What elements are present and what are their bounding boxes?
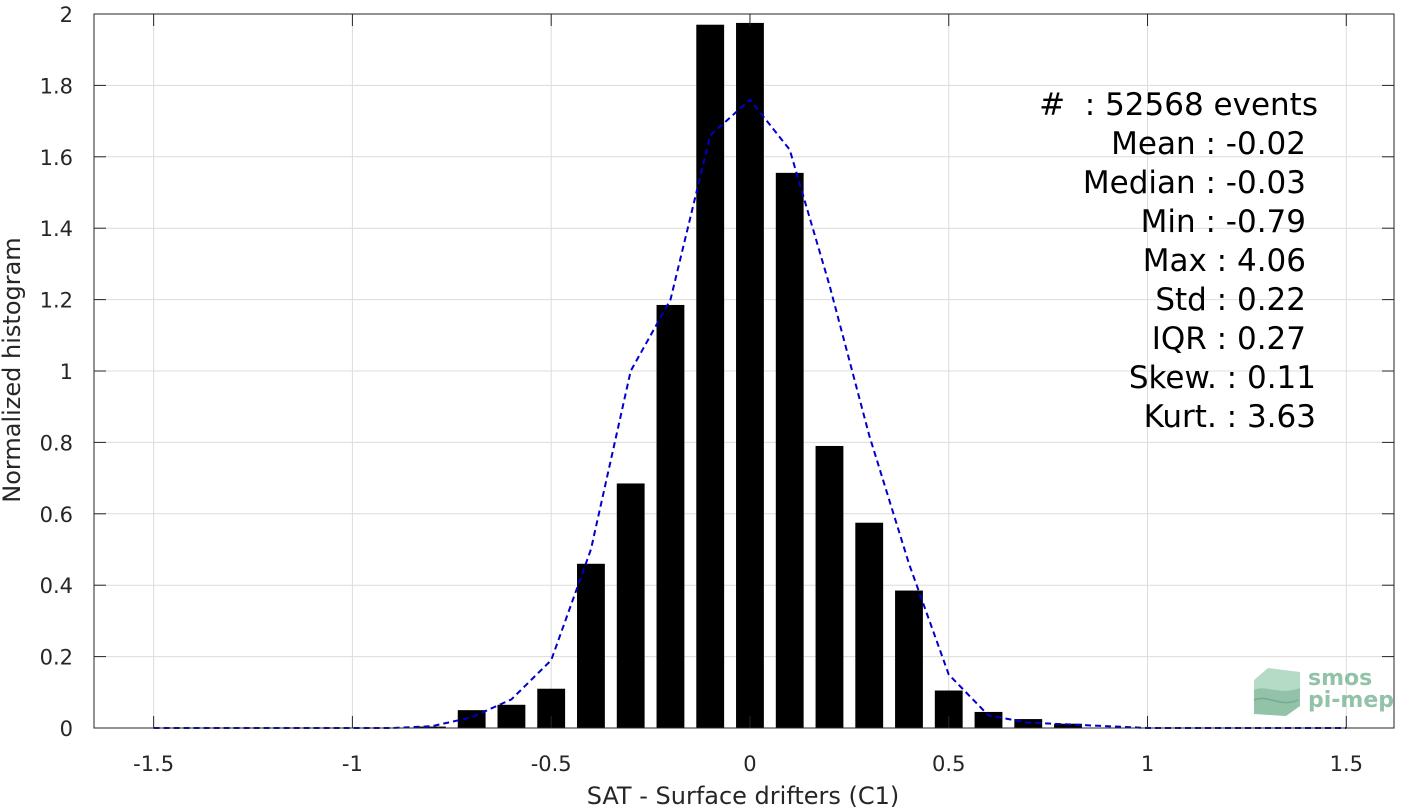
histogram-bar [974, 711, 1003, 728]
histogram-bar [656, 304, 685, 728]
histogram-bar [457, 710, 486, 728]
histogram-bar [855, 522, 884, 728]
stat-max: Max : 4.06 [1143, 243, 1306, 279]
x-axis-title: SAT - Surface drifters (C1) [587, 782, 900, 809]
histogram-bar [577, 563, 605, 728]
stat-min: Min : -0.79 [1141, 204, 1306, 240]
bars [418, 22, 1082, 729]
histogram-bar [616, 483, 645, 728]
y-tick-label: 0.2 [40, 646, 73, 670]
x-tick-labels: -1.5 -1 -0.5 0 0.5 1 1.5 [133, 752, 1363, 776]
y-tick-label: 0.8 [40, 431, 73, 455]
y-tick-label: 1.2 [40, 289, 73, 313]
stat-skew: Skew. : 0.11 [1129, 360, 1316, 396]
y-tick-label: 0.4 [40, 574, 73, 598]
x-tick-label: 1.5 [1330, 752, 1363, 776]
y-tick-label: 2 [60, 3, 73, 27]
logo-text-smos: smos [1308, 666, 1372, 691]
x-tick-label: -1.5 [133, 752, 174, 776]
x-tick-label: 0.5 [932, 752, 965, 776]
y-tick-label: 1.6 [40, 146, 73, 170]
histogram-bar [696, 24, 725, 728]
y-tick-label: 0.6 [40, 503, 73, 527]
y-tick-label: 0 [60, 717, 73, 741]
y-axis-title: Normalized histogram [0, 237, 26, 502]
histogram-bar [895, 590, 923, 728]
y-tick-labels: 0 0.2 0.4 0.6 0.8 1 1.2 1.4 1.6 1.8 2 [40, 3, 73, 741]
logo-text-pimep: pi-mep [1308, 688, 1394, 713]
x-tick-label: 0 [743, 752, 756, 776]
histogram-bar [418, 726, 446, 728]
x-tick-label: -0.5 [531, 752, 572, 776]
stat-median: Median : -0.03 [1083, 165, 1306, 201]
stat-mean: Mean : -0.02 [1111, 126, 1306, 162]
logo-emblem-icon [1253, 668, 1300, 716]
stat-events: # : 52568 events [1039, 87, 1318, 123]
histogram-bar [736, 22, 764, 729]
y-tick-label: 1 [60, 360, 73, 384]
x-tick-label: -1 [342, 752, 363, 776]
stat-iqr: IQR : 0.27 [1152, 321, 1306, 357]
stats-annotation: # : 52568 events Mean : -0.02 Median : -… [1039, 87, 1318, 435]
y-tick-label: 1.8 [40, 74, 73, 98]
histogram-bar [497, 704, 526, 728]
y-tick-label: 1.4 [40, 217, 73, 241]
stat-std: Std : 0.22 [1155, 282, 1306, 318]
smos-pimep-logo: smos pi-mep [1253, 666, 1394, 716]
x-tick-label: 1 [1141, 752, 1154, 776]
histogram-bar [815, 445, 844, 728]
ticks [94, 13, 1394, 729]
histogram-bar [1054, 723, 1082, 728]
histogram-bar [775, 172, 804, 729]
stat-kurt: Kurt. : 3.63 [1144, 399, 1316, 435]
